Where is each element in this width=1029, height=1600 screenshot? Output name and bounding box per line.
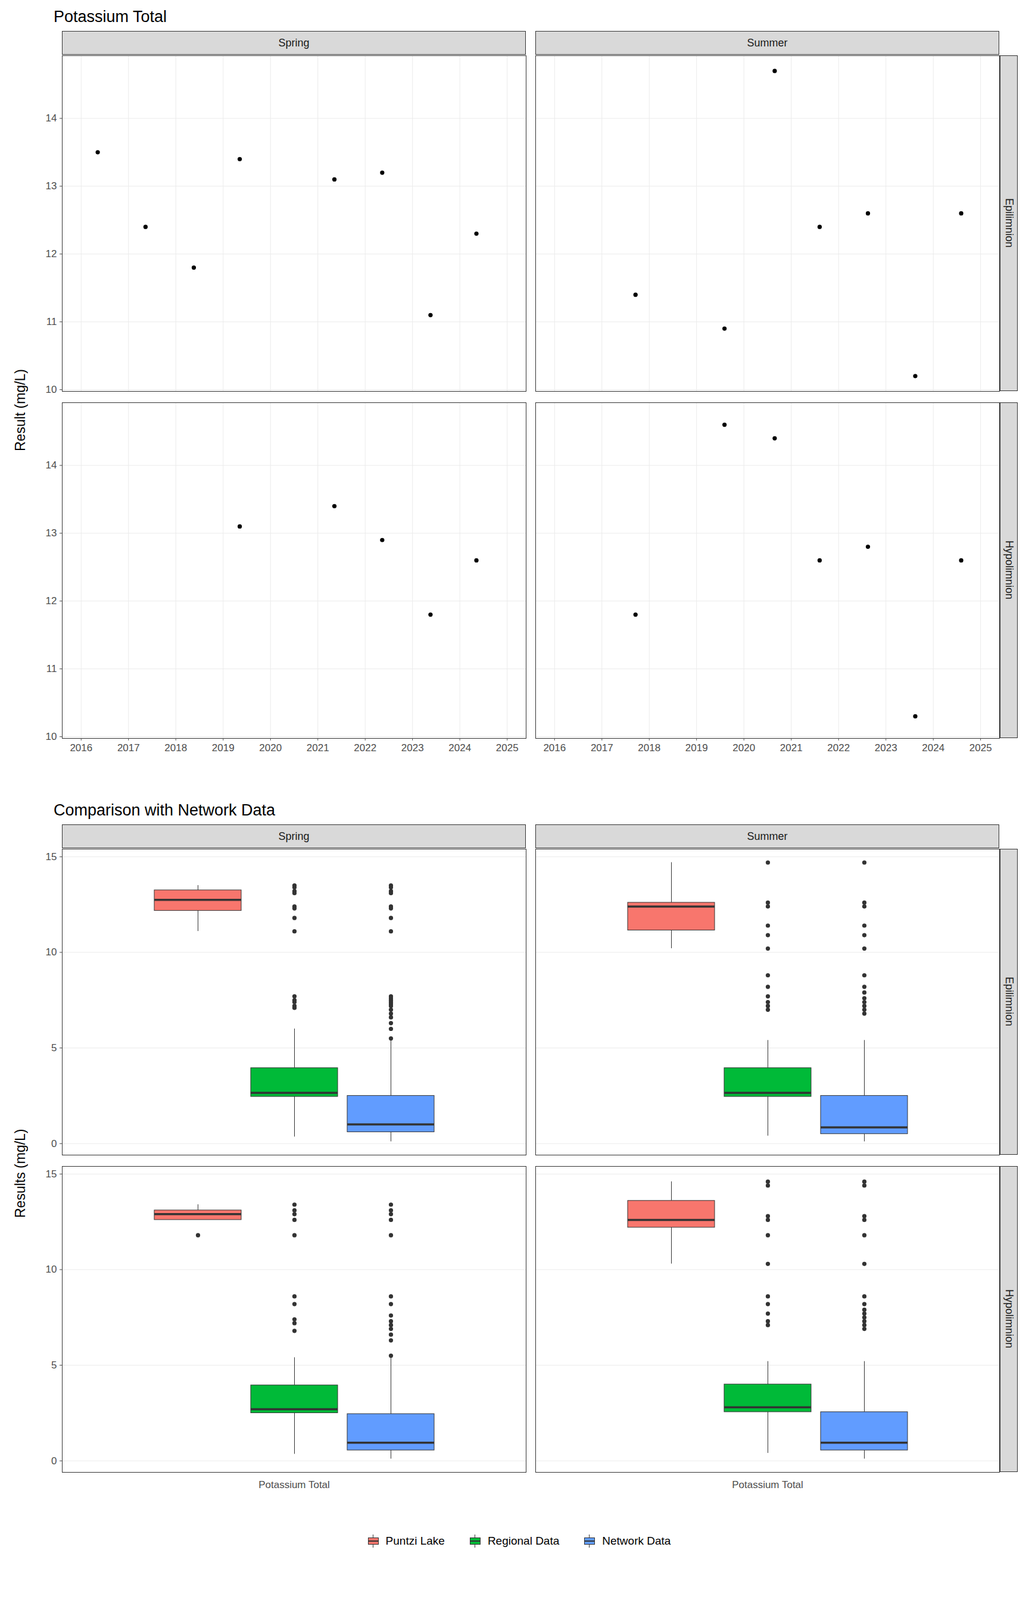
svg-text:2020: 2020 xyxy=(259,742,282,754)
svg-text:2020: 2020 xyxy=(732,742,756,754)
html-text:Result (mg/L): Result (mg/L) xyxy=(12,368,28,452)
svg-text:2018: 2018 xyxy=(164,742,187,754)
svg-text:10: 10 xyxy=(45,1264,58,1276)
html-text:Puntzi Lake: Puntzi Lake xyxy=(385,1535,445,1548)
svg-text:Potassium Total: Potassium Total xyxy=(731,1479,804,1492)
svg-text:13: 13 xyxy=(45,527,58,539)
html-text:Potassium Total: Potassium Total xyxy=(53,7,167,26)
svg-text:2017: 2017 xyxy=(117,742,140,754)
html-text:Comparison with Network Data: Comparison with Network Data xyxy=(53,801,276,820)
html-text:Spring: Spring xyxy=(278,830,310,843)
html-text:Network Data: Network Data xyxy=(602,1535,671,1548)
svg-text:12: 12 xyxy=(45,248,58,260)
svg-text:15: 15 xyxy=(45,1168,58,1181)
svg-text:2019: 2019 xyxy=(211,742,235,754)
html-text:Regional Data: Regional Data xyxy=(487,1535,560,1548)
svg-text:14: 14 xyxy=(45,459,58,472)
svg-text:2022: 2022 xyxy=(827,742,850,754)
html-text:Summer: Summer xyxy=(747,830,788,843)
svg-text:12: 12 xyxy=(45,595,58,607)
svg-text:5: 5 xyxy=(51,1360,57,1372)
svg-text:2024: 2024 xyxy=(448,742,472,754)
svg-text:10: 10 xyxy=(45,946,58,959)
html-text:Epilimnion: Epilimnion xyxy=(1003,977,1016,1027)
svg-text:13: 13 xyxy=(45,180,58,192)
svg-text:2019: 2019 xyxy=(685,742,709,754)
svg-text:2023: 2023 xyxy=(401,742,424,754)
svg-text:Potassium Total: Potassium Total xyxy=(258,1479,330,1492)
svg-text:5: 5 xyxy=(51,1042,57,1055)
svg-text:2021: 2021 xyxy=(780,742,803,754)
html-text:Epilimnion: Epilimnion xyxy=(1003,198,1016,249)
svg-text:0: 0 xyxy=(51,1455,57,1468)
svg-text:2017: 2017 xyxy=(590,742,614,754)
html-text:Hypolimnion: Hypolimnion xyxy=(1003,1290,1016,1350)
svg-text:10: 10 xyxy=(45,731,58,743)
html-text:Hypolimnion: Hypolimnion xyxy=(1003,540,1016,600)
svg-text:2023: 2023 xyxy=(874,742,898,754)
svg-text:2025: 2025 xyxy=(969,742,993,754)
svg-text:2016: 2016 xyxy=(543,742,566,754)
svg-text:10: 10 xyxy=(45,384,58,396)
svg-text:0: 0 xyxy=(51,1138,57,1150)
svg-text:2021: 2021 xyxy=(306,742,330,754)
svg-text:14: 14 xyxy=(45,112,58,124)
svg-text:11: 11 xyxy=(46,663,58,675)
svg-text:2018: 2018 xyxy=(637,742,661,754)
svg-text:11: 11 xyxy=(46,316,58,328)
svg-text:15: 15 xyxy=(45,851,58,863)
html-text:Results (mg/L): Results (mg/L) xyxy=(12,1129,28,1219)
svg-text:2016: 2016 xyxy=(69,742,93,754)
svg-text:2024: 2024 xyxy=(921,742,945,754)
html-text:Spring: Spring xyxy=(278,36,310,49)
html-text:Summer: Summer xyxy=(747,36,788,49)
svg-text:2025: 2025 xyxy=(496,742,519,754)
svg-text:2022: 2022 xyxy=(353,742,377,754)
